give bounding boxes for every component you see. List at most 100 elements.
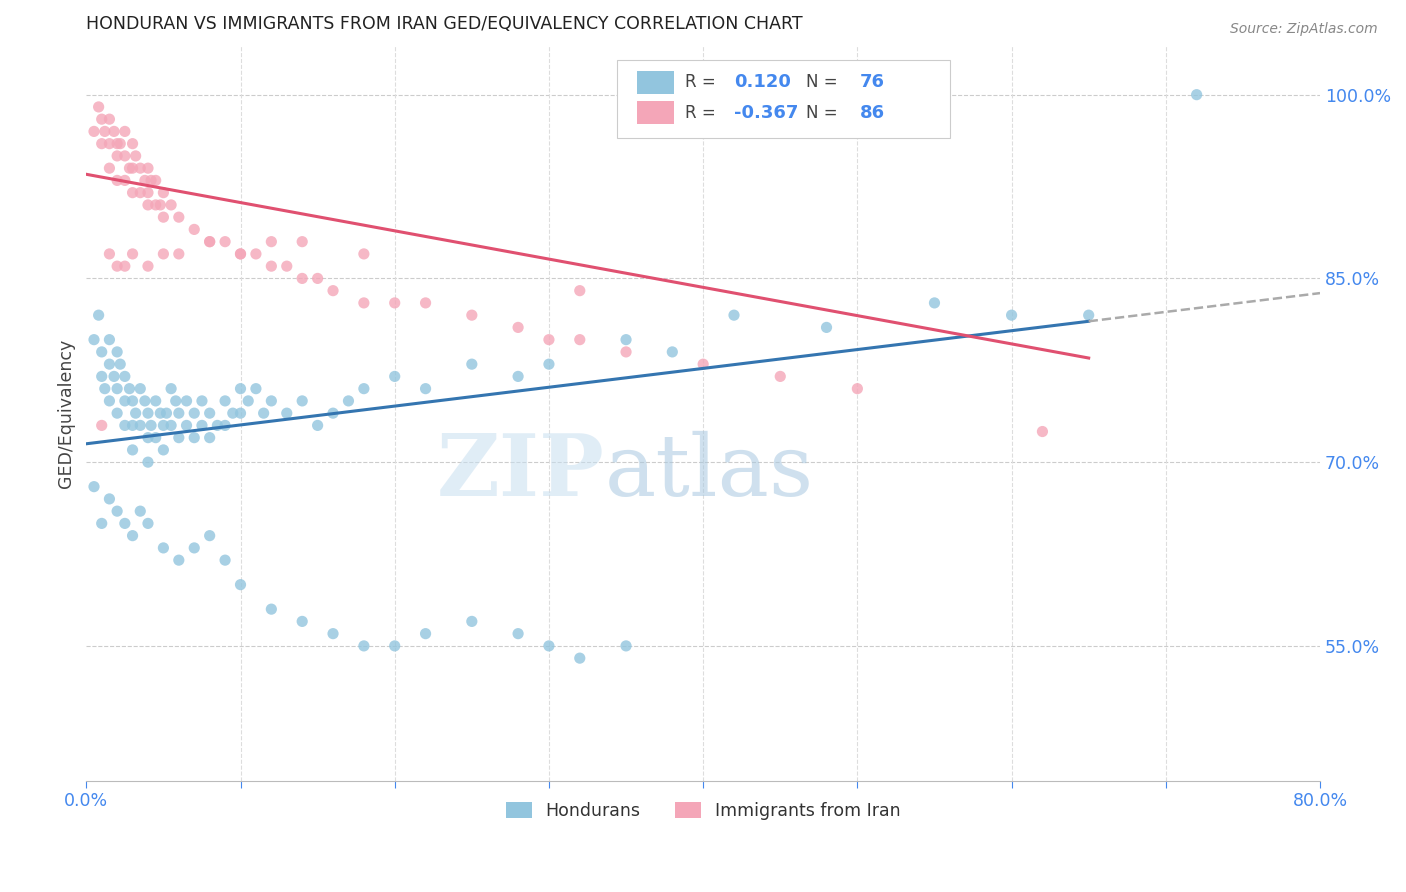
- FancyBboxPatch shape: [637, 70, 673, 95]
- Point: [506, 369, 529, 384]
- FancyBboxPatch shape: [617, 61, 950, 137]
- Point: [198, 235, 221, 249]
- Point: [229, 406, 252, 420]
- Point: [253, 406, 276, 420]
- Point: [105, 345, 128, 359]
- Point: [198, 529, 221, 543]
- Point: [167, 210, 190, 224]
- Point: [152, 541, 174, 555]
- Point: [98, 161, 121, 176]
- Point: [661, 345, 683, 359]
- Point: [83, 124, 105, 138]
- Point: [124, 406, 146, 420]
- Point: [260, 259, 283, 273]
- Point: [149, 406, 172, 420]
- Point: [291, 393, 314, 408]
- Point: [129, 161, 152, 176]
- Text: 76: 76: [860, 73, 884, 91]
- Text: R =: R =: [685, 73, 716, 91]
- Point: [90, 112, 112, 127]
- Point: [276, 259, 298, 273]
- Point: [145, 198, 167, 212]
- Point: [537, 333, 560, 347]
- Point: [537, 357, 560, 371]
- Point: [245, 382, 267, 396]
- Point: [260, 602, 283, 616]
- Point: [98, 393, 121, 408]
- Point: [167, 406, 190, 420]
- Point: [90, 345, 112, 359]
- Point: [614, 639, 637, 653]
- Point: [121, 161, 143, 176]
- Point: [167, 553, 190, 567]
- Point: [167, 431, 190, 445]
- Point: [105, 382, 128, 396]
- Point: [160, 418, 183, 433]
- Point: [114, 149, 136, 163]
- Point: [415, 296, 437, 310]
- Point: [322, 406, 344, 420]
- Point: [121, 247, 143, 261]
- Point: [214, 393, 236, 408]
- Point: [353, 296, 375, 310]
- Point: [815, 320, 838, 334]
- Point: [105, 136, 128, 151]
- Point: [183, 222, 205, 236]
- Point: [87, 308, 110, 322]
- Point: [83, 333, 105, 347]
- Point: [307, 418, 329, 433]
- FancyBboxPatch shape: [637, 101, 673, 124]
- Point: [145, 173, 167, 187]
- Point: [105, 173, 128, 187]
- Point: [152, 442, 174, 457]
- Text: N =: N =: [806, 73, 837, 91]
- Point: [136, 161, 159, 176]
- Point: [129, 186, 152, 200]
- Point: [114, 259, 136, 273]
- Point: [229, 247, 252, 261]
- Point: [337, 393, 360, 408]
- Point: [506, 320, 529, 334]
- Point: [260, 393, 283, 408]
- Point: [105, 504, 128, 518]
- Point: [103, 124, 125, 138]
- Point: [136, 431, 159, 445]
- Point: [229, 247, 252, 261]
- Point: [105, 259, 128, 273]
- Point: [183, 406, 205, 420]
- Point: [98, 357, 121, 371]
- Point: [384, 296, 406, 310]
- Point: [207, 418, 229, 433]
- Point: [118, 382, 141, 396]
- Point: [353, 382, 375, 396]
- Point: [136, 455, 159, 469]
- Point: [568, 651, 591, 665]
- Point: [134, 173, 156, 187]
- Text: atlas: atlas: [605, 430, 814, 514]
- Point: [145, 393, 167, 408]
- Point: [152, 210, 174, 224]
- Text: -0.367: -0.367: [734, 103, 799, 121]
- Point: [149, 198, 172, 212]
- Point: [260, 235, 283, 249]
- Point: [353, 247, 375, 261]
- Point: [191, 418, 214, 433]
- Text: R =: R =: [685, 103, 716, 121]
- Point: [139, 173, 162, 187]
- Point: [291, 615, 314, 629]
- Point: [506, 626, 529, 640]
- Point: [353, 639, 375, 653]
- Point: [322, 284, 344, 298]
- Point: [136, 186, 159, 200]
- Point: [461, 615, 484, 629]
- Point: [139, 418, 162, 433]
- Point: [134, 393, 156, 408]
- Point: [614, 345, 637, 359]
- Point: [176, 393, 198, 408]
- Point: [98, 333, 121, 347]
- Point: [152, 186, 174, 200]
- Point: [415, 382, 437, 396]
- Point: [98, 136, 121, 151]
- Point: [198, 406, 221, 420]
- Point: [191, 393, 214, 408]
